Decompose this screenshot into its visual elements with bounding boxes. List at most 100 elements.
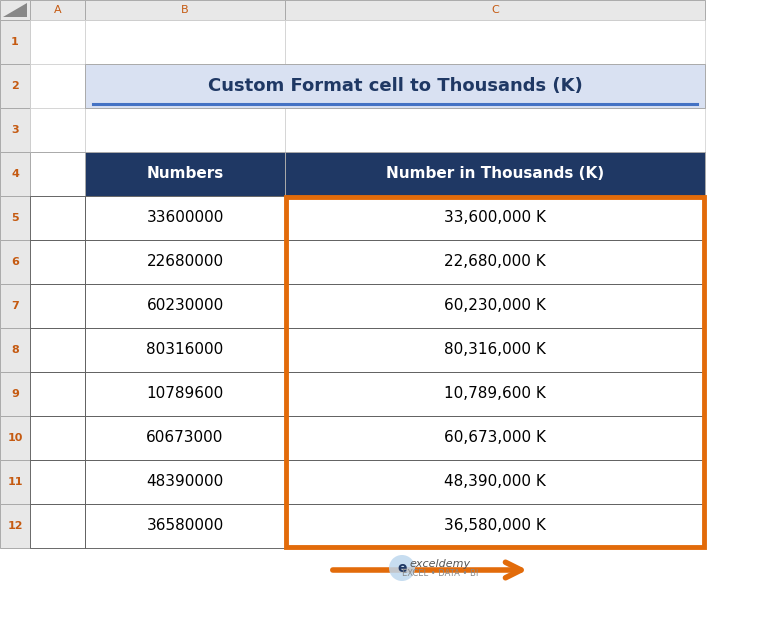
Text: 80,316,000 K: 80,316,000 K: [444, 343, 546, 358]
Bar: [30, 240, 85, 284]
Bar: [30, 284, 85, 328]
Bar: [30, 416, 85, 460]
Bar: [30, 328, 85, 372]
Bar: [0, 328, 30, 372]
Circle shape: [389, 555, 415, 581]
Bar: [30, 372, 85, 416]
Text: 33600000: 33600000: [147, 210, 223, 226]
Bar: [0, 240, 30, 284]
Bar: [285, 328, 705, 372]
Bar: [30, 20, 85, 64]
Bar: [85, 372, 285, 416]
Bar: [285, 152, 705, 196]
Bar: [0, 504, 30, 548]
Bar: [285, 64, 705, 108]
Text: 9: 9: [11, 389, 19, 399]
Bar: [30, 284, 85, 328]
Text: EXCEL • DATA • BI: EXCEL • DATA • BI: [402, 570, 478, 579]
Text: 48390000: 48390000: [147, 475, 223, 489]
Bar: [0, 416, 30, 460]
Text: 10: 10: [8, 433, 23, 443]
Bar: [30, 0, 85, 20]
Text: C: C: [491, 5, 499, 15]
Bar: [285, 196, 705, 240]
Text: Custom Format cell to Thousands (K): Custom Format cell to Thousands (K): [207, 77, 582, 95]
Bar: [285, 372, 705, 416]
Bar: [85, 152, 285, 196]
Bar: [85, 284, 285, 328]
Bar: [285, 416, 705, 460]
Bar: [285, 152, 705, 196]
Text: 48,390,000 K: 48,390,000 K: [444, 475, 546, 489]
Bar: [285, 504, 705, 548]
Bar: [30, 152, 85, 196]
Bar: [30, 504, 85, 548]
Bar: [285, 460, 705, 504]
Text: 22,680,000 K: 22,680,000 K: [444, 255, 546, 269]
Bar: [85, 240, 285, 284]
Bar: [30, 328, 85, 372]
Text: 36580000: 36580000: [147, 518, 223, 534]
Text: 12: 12: [7, 521, 23, 531]
Bar: [85, 460, 285, 504]
Bar: [30, 240, 85, 284]
Bar: [30, 372, 85, 416]
Bar: [85, 372, 285, 416]
Text: 5: 5: [12, 213, 18, 223]
Bar: [285, 372, 705, 416]
Text: B: B: [181, 5, 189, 15]
Bar: [0, 196, 30, 240]
Text: A: A: [54, 5, 61, 15]
Bar: [30, 460, 85, 504]
Bar: [0, 460, 30, 504]
Bar: [0, 284, 30, 328]
Bar: [0, 152, 30, 196]
Bar: [85, 328, 285, 372]
Bar: [285, 416, 705, 460]
Text: 2: 2: [11, 81, 19, 91]
Text: 22680000: 22680000: [147, 255, 223, 269]
Bar: [0, 64, 30, 108]
Bar: [85, 504, 285, 548]
Bar: [30, 152, 85, 196]
Bar: [30, 196, 85, 240]
Bar: [85, 328, 285, 372]
Bar: [30, 504, 85, 548]
Bar: [285, 20, 705, 64]
Bar: [30, 416, 85, 460]
Bar: [285, 240, 705, 284]
Bar: [285, 108, 705, 152]
Bar: [30, 196, 85, 240]
Bar: [85, 460, 285, 504]
Text: 10789600: 10789600: [147, 386, 223, 401]
Bar: [285, 240, 705, 284]
Bar: [85, 416, 285, 460]
Text: 11: 11: [7, 477, 23, 487]
Bar: [286, 197, 704, 547]
Bar: [85, 64, 285, 108]
Text: 60230000: 60230000: [147, 298, 223, 314]
Text: 36,580,000 K: 36,580,000 K: [444, 518, 546, 534]
Text: 6: 6: [11, 257, 19, 267]
Text: 10,789,600 K: 10,789,600 K: [444, 386, 546, 401]
Bar: [85, 196, 285, 240]
Text: 60,673,000 K: 60,673,000 K: [444, 431, 546, 446]
Text: exceldemy: exceldemy: [409, 559, 471, 569]
Bar: [30, 64, 85, 108]
Bar: [85, 152, 285, 196]
Text: 7: 7: [11, 301, 19, 311]
Bar: [285, 284, 705, 328]
Text: 1: 1: [11, 37, 19, 47]
Bar: [285, 0, 705, 20]
Bar: [30, 460, 85, 504]
Bar: [85, 504, 285, 548]
Text: Number in Thousands (K): Number in Thousands (K): [386, 167, 604, 181]
Bar: [285, 328, 705, 372]
Bar: [85, 0, 285, 20]
Text: Numbers: Numbers: [147, 167, 223, 181]
Text: e: e: [397, 561, 407, 575]
Bar: [85, 240, 285, 284]
Bar: [285, 196, 705, 240]
Bar: [85, 20, 285, 64]
Bar: [285, 460, 705, 504]
